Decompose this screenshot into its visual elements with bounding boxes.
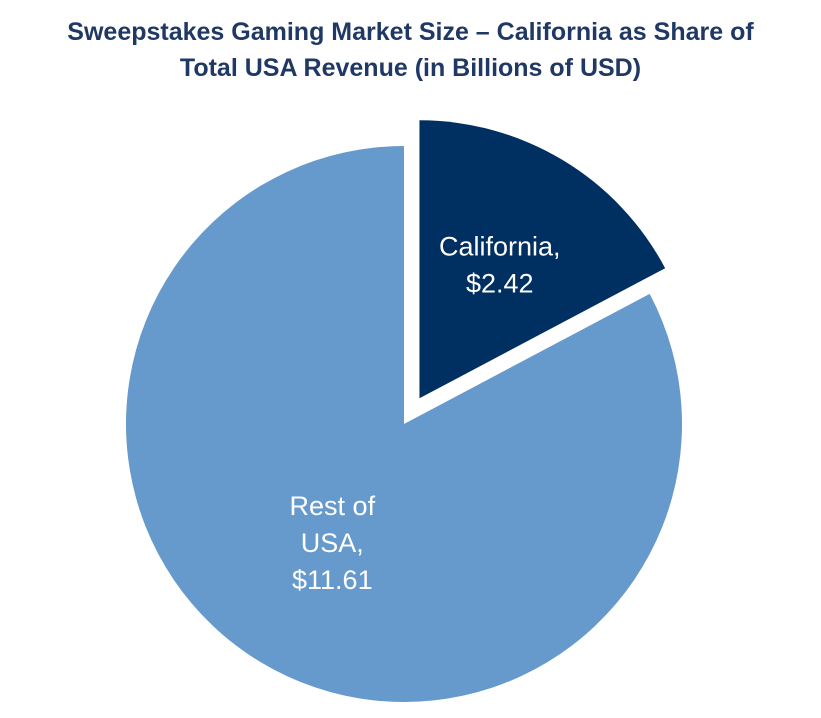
slice-label-california: California, $2.42 xyxy=(439,231,561,298)
pie-labels: California, $2.42 Rest of USA, $11.61 xyxy=(290,231,561,595)
pie-slice-california xyxy=(419,120,666,399)
slice-label-line: Rest of xyxy=(290,491,376,521)
pie-slices xyxy=(125,120,682,702)
slice-label-line: USA, xyxy=(301,528,364,558)
slice-label-line: California, xyxy=(439,231,561,261)
chart-title-line-1: Sweepstakes Gaming Market Size – Califor… xyxy=(67,18,754,46)
chart-title-line-2: Total USA Revenue (in Billions of USD) xyxy=(179,54,642,82)
chart-title: Sweepstakes Gaming Market Size – Califor… xyxy=(0,14,821,86)
pie-slice-rest-of-usa xyxy=(125,146,682,702)
slice-label-line: $2.42 xyxy=(466,268,534,298)
slice-label-line: $11.61 xyxy=(292,565,373,595)
slice-label-rest-of-usa: Rest of USA, $11.61 xyxy=(290,491,376,595)
